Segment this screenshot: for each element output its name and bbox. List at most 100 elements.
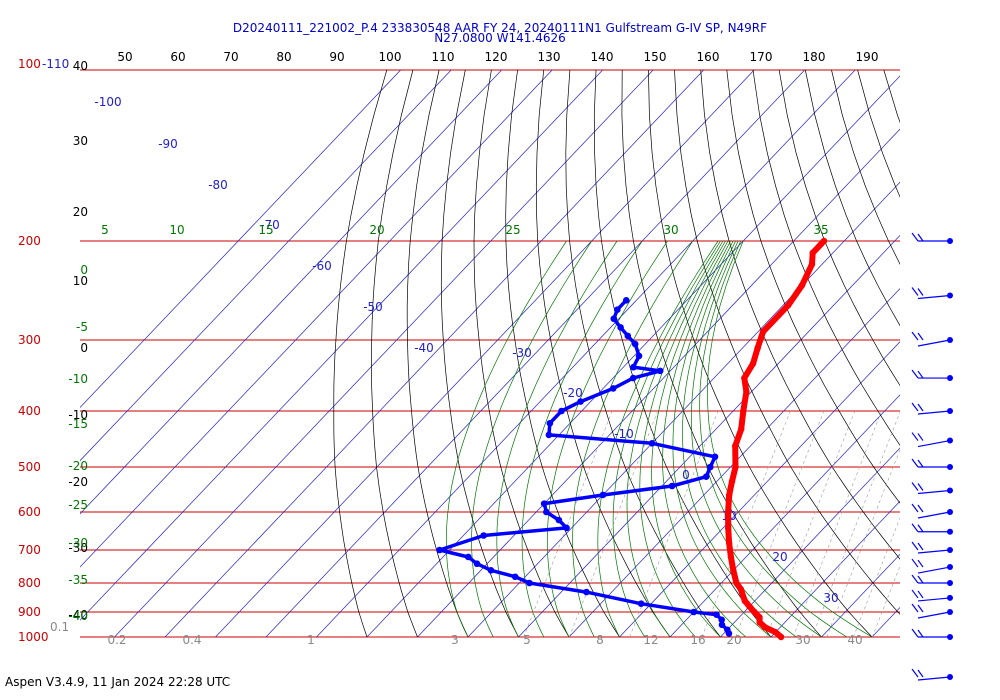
mixing-ratio-label: 40 [847, 633, 862, 647]
temperature-point [732, 463, 739, 471]
isotherm-line [467, 181, 900, 638]
temperature-point [740, 407, 747, 415]
dry-adiabat-line [648, 69, 873, 638]
wind-barb [911, 331, 953, 347]
mixing-ratio-line [792, 410, 882, 638]
pressure-label-600: 600 [18, 505, 41, 519]
isotherm-label: -80 [208, 178, 228, 192]
dry-adiabat-line [674, 69, 900, 615]
mixing-ratio-line [735, 410, 825, 638]
dewpoint-point [707, 463, 714, 471]
dewpoint-point [543, 508, 550, 516]
isotherm-line [80, 69, 502, 515]
temperature-point [820, 237, 828, 245]
moist-adiabat-line [691, 240, 822, 638]
dewpoint-point [526, 579, 533, 587]
pressure-label-900: 900 [18, 605, 41, 619]
dry-adiabat-line [778, 69, 900, 387]
moist-adiabat-axis-label: -30 [68, 536, 88, 550]
wind-barb [911, 589, 953, 602]
wind-barb [911, 503, 953, 519]
top-axis-label: 140 [591, 50, 614, 64]
temperature-point [751, 608, 758, 616]
mixing-ratio-line [766, 410, 856, 638]
isotherm-line [80, 69, 553, 568]
temperature-point [756, 614, 763, 621]
temperature-point [732, 442, 739, 450]
moist-adiabat-line [521, 240, 643, 638]
wind-barb [911, 574, 953, 586]
isotherm-line [720, 447, 900, 638]
altitude-label: 0 [80, 341, 88, 355]
dewpoint-point [599, 491, 607, 499]
dry-adiabat-line [988, 70, 1000, 637]
dry-adiabat-line [505, 69, 620, 638]
moist-adiabat-line [639, 240, 726, 638]
adiabat-label: 10 [169, 223, 184, 237]
dewpoint-point [624, 332, 632, 340]
dry-adiabat-line [962, 70, 1000, 637]
temperature-profile-line [725, 238, 827, 640]
top-axis-label: 50 [117, 50, 132, 64]
top-axis-label: 170 [750, 50, 773, 64]
wind-barb [911, 558, 953, 574]
temperature-point [725, 491, 733, 499]
wind-barb [911, 287, 953, 300]
temperature-point [741, 374, 748, 382]
temperature-point [738, 425, 745, 433]
temperature-point [737, 585, 744, 593]
dry-adiabat-line [621, 69, 822, 638]
isotherm-line [619, 341, 900, 638]
dry-adiabat-line [804, 69, 900, 327]
temperature-point [756, 619, 763, 626]
wind-barb [911, 482, 953, 495]
isotherm-label: -60 [312, 259, 332, 273]
dewpoint-point [577, 398, 584, 405]
dewpoint-point [464, 553, 472, 561]
dry-adiabat-line [726, 69, 900, 504]
mixing-ratio-label: 0.2 [107, 633, 126, 647]
dewpoint-point [610, 315, 618, 323]
isotherm-label: -10 [614, 427, 634, 441]
dewpoint-point [540, 500, 548, 507]
moist-adiabat-line [471, 240, 592, 638]
pressure-label-1000: 1000 [18, 630, 49, 644]
isotherm-line [871, 607, 900, 638]
dewpoint-point [545, 431, 553, 439]
dewpoint-point [629, 374, 637, 382]
isotherm-line [164, 69, 704, 638]
temperature-point [746, 603, 753, 610]
temperature-point [754, 344, 761, 352]
dewpoint-point [656, 367, 664, 375]
altitude-label: 10 [73, 274, 88, 288]
dewpoint-profile-line [437, 299, 731, 635]
isotherm-line [80, 69, 401, 409]
wind-barb [911, 668, 953, 681]
isotherm-line [568, 288, 900, 638]
adiabat-label: 30 [663, 223, 678, 237]
pressure-label-100: 100 [18, 57, 41, 71]
temperature-point [761, 624, 769, 631]
dewpoint-point [617, 324, 624, 331]
dewpoint-point [668, 482, 676, 490]
moist-adiabat-axis-label: -10 [68, 372, 88, 386]
moist-adiabat-line [445, 240, 567, 638]
wind-barb [911, 628, 953, 640]
dewpoint-point [583, 588, 590, 596]
mixing-ratio-label: 12 [643, 633, 658, 647]
altitude-label: 20 [73, 205, 88, 219]
mixing-ratio-label: 5 [523, 633, 531, 647]
adiabat-label: 20 [369, 223, 384, 237]
footer-text: Aspen V3.4.9, 11 Jan 2024 22:28 UTC [5, 675, 231, 689]
dewpoint-point [711, 453, 719, 461]
dewpoint-point [702, 473, 710, 480]
isotherm-line [770, 500, 900, 638]
mixing-ratio-label: 0.4 [182, 633, 201, 647]
temperature-point [741, 597, 748, 605]
top-axis-label: 180 [803, 50, 826, 64]
pressure-label-800: 800 [18, 576, 41, 590]
temperature-point [772, 629, 779, 636]
altitude-label: -20 [68, 475, 88, 489]
altitude-label: 30 [73, 134, 88, 148]
